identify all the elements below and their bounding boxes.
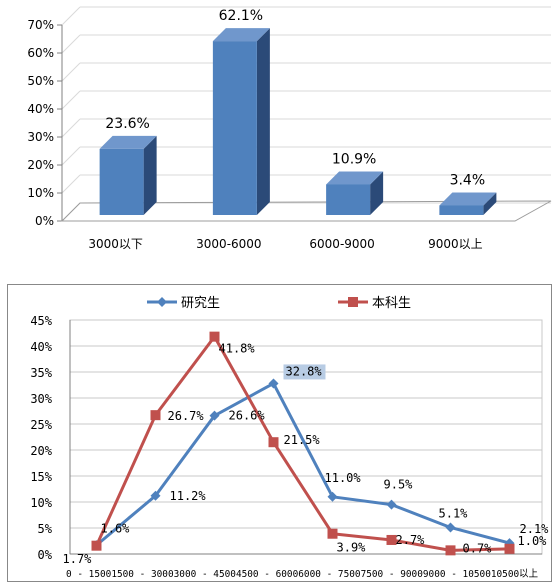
bar-side: [370, 171, 384, 215]
line-chart-series: [91, 331, 515, 556]
bar-top: [212, 28, 270, 42]
bar-top: [99, 135, 157, 149]
data-label: 2.1%: [520, 522, 550, 536]
data-label: 9.5%: [384, 478, 414, 492]
series-line: [95, 381, 510, 547]
data-point: [209, 331, 220, 342]
bar-gridline-diag: [61, 118, 81, 138]
bar-category-label: 9000以上: [428, 237, 483, 251]
bar-y-tick-label: 60%: [27, 46, 54, 60]
data-point: [327, 528, 338, 539]
data-label: 1.0%: [518, 534, 548, 548]
bar-gridline-diag: [61, 90, 81, 110]
bar-gridline-diag: [61, 6, 81, 26]
line-y-tick-label: 25%: [30, 418, 52, 432]
line-chart-legend: 研究生 本科生: [147, 296, 411, 311]
line-y-tick-label: 45%: [30, 314, 52, 328]
data-point: [268, 437, 279, 448]
bar-chart-bars: [99, 28, 497, 216]
data-point: [268, 378, 279, 389]
data-point: [445, 522, 456, 533]
data-label: 32.8%: [286, 364, 323, 378]
data-point: [386, 499, 397, 510]
data-point: [209, 410, 220, 421]
bar-y-tick-label: 70%: [27, 18, 54, 32]
data-label: 1.6%: [101, 522, 131, 536]
bar-y-tick-label: 0%: [35, 214, 54, 228]
bar: [99, 148, 144, 215]
bar-gridline-diag: [61, 34, 81, 54]
line-y-tick-label: 5%: [38, 522, 53, 536]
bar-gridline-diag: [61, 146, 81, 166]
data-label: 21.5%: [284, 433, 321, 447]
data-label: 3.9%: [337, 541, 367, 555]
bar-y-tick-label: 10%: [27, 186, 54, 200]
line-chart-frame: [7, 284, 552, 582]
bar-chart-labels: 0% 10% 20% 30% 40% 50% 60% 70% 23.6% 3000以下 62.1% 3…: [27, 8, 485, 251]
bar: [439, 205, 484, 215]
bar-chart-axes: [57, 6, 552, 222]
series-line: [95, 335, 510, 552]
data-label-highlight: [283, 364, 326, 380]
bar: [212, 41, 257, 216]
bar-category-label: 3000-6000: [196, 237, 261, 251]
line-chart-labels: 0% 5% 10% 15% 20% 25% 30% 35% 40% 45% 0 - 15001500…: [30, 314, 549, 580]
legend-label: 研究生: [181, 296, 220, 311]
bar-value-label: 3.4%: [450, 172, 486, 188]
data-label: 26.7%: [168, 409, 205, 423]
data-label: 26.6%: [229, 409, 266, 423]
legend-marker: [348, 297, 358, 307]
line-y-tick-label: 0%: [38, 548, 53, 562]
bar-y-tick-label: 20%: [27, 158, 54, 172]
bar-chart: 0% 10% 20% 30% 40% 50% 60% 70% 23.6% 3000以下 62.1% 3…: [27, 6, 552, 251]
data-point: [386, 534, 397, 545]
data-point: [150, 490, 161, 501]
data-point: [445, 545, 456, 556]
bar-side: [143, 135, 157, 215]
line-y-tick-label: 35%: [30, 366, 52, 380]
bar-side: [483, 192, 497, 215]
data-point: [504, 543, 515, 554]
data-point: [327, 491, 338, 502]
line-y-tick-label: 10%: [30, 496, 52, 510]
bar-y-tick-label: 50%: [27, 74, 54, 88]
data-label: 11.0%: [325, 471, 362, 485]
line-y-tick-label: 20%: [30, 444, 52, 458]
bar-value-label: 10.9%: [332, 151, 376, 167]
bar-gridline-diag: [61, 62, 81, 82]
data-label: 5.1%: [439, 506, 469, 520]
line-y-tick-label: 15%: [30, 470, 52, 484]
bar-floor: [60, 200, 552, 222]
bar-gridline-diag: [61, 174, 81, 194]
bar-top: [439, 192, 497, 206]
data-point: [91, 540, 102, 551]
data-label: 41.8%: [219, 342, 256, 356]
bar: [326, 184, 371, 215]
line-y-tick-label: 40%: [30, 340, 52, 354]
line-y-tick-label: 30%: [30, 392, 52, 406]
bar-side: [256, 28, 270, 216]
bar-category-label: 6000-9000: [309, 237, 374, 251]
bar-y-tick-label: 30%: [27, 130, 54, 144]
bar-y-tick-label: 40%: [27, 102, 54, 116]
line-x-tick-labels: 0 - 15001500 - 30003000 - 45004500 - 600…: [66, 568, 538, 580]
bar-category-label: 3000以下: [88, 237, 143, 251]
data-label: 2.7%: [396, 533, 426, 547]
data-label: 1.7%: [63, 552, 93, 566]
bar-value-label: 23.6%: [105, 116, 149, 132]
line-chart: 研究生 本科生 0% 5% 10% 15% 20% 25% 30% 35% 40% 45% 0 - 1…: [30, 296, 549, 580]
data-label: 0.7%: [463, 541, 493, 555]
legend-label: 本科生: [372, 296, 411, 311]
data-point: [150, 410, 161, 421]
bar-value-label: 62.1%: [219, 8, 263, 24]
data-label: 11.2%: [170, 489, 207, 503]
bar-top: [326, 171, 384, 185]
legend-marker: [157, 297, 167, 307]
